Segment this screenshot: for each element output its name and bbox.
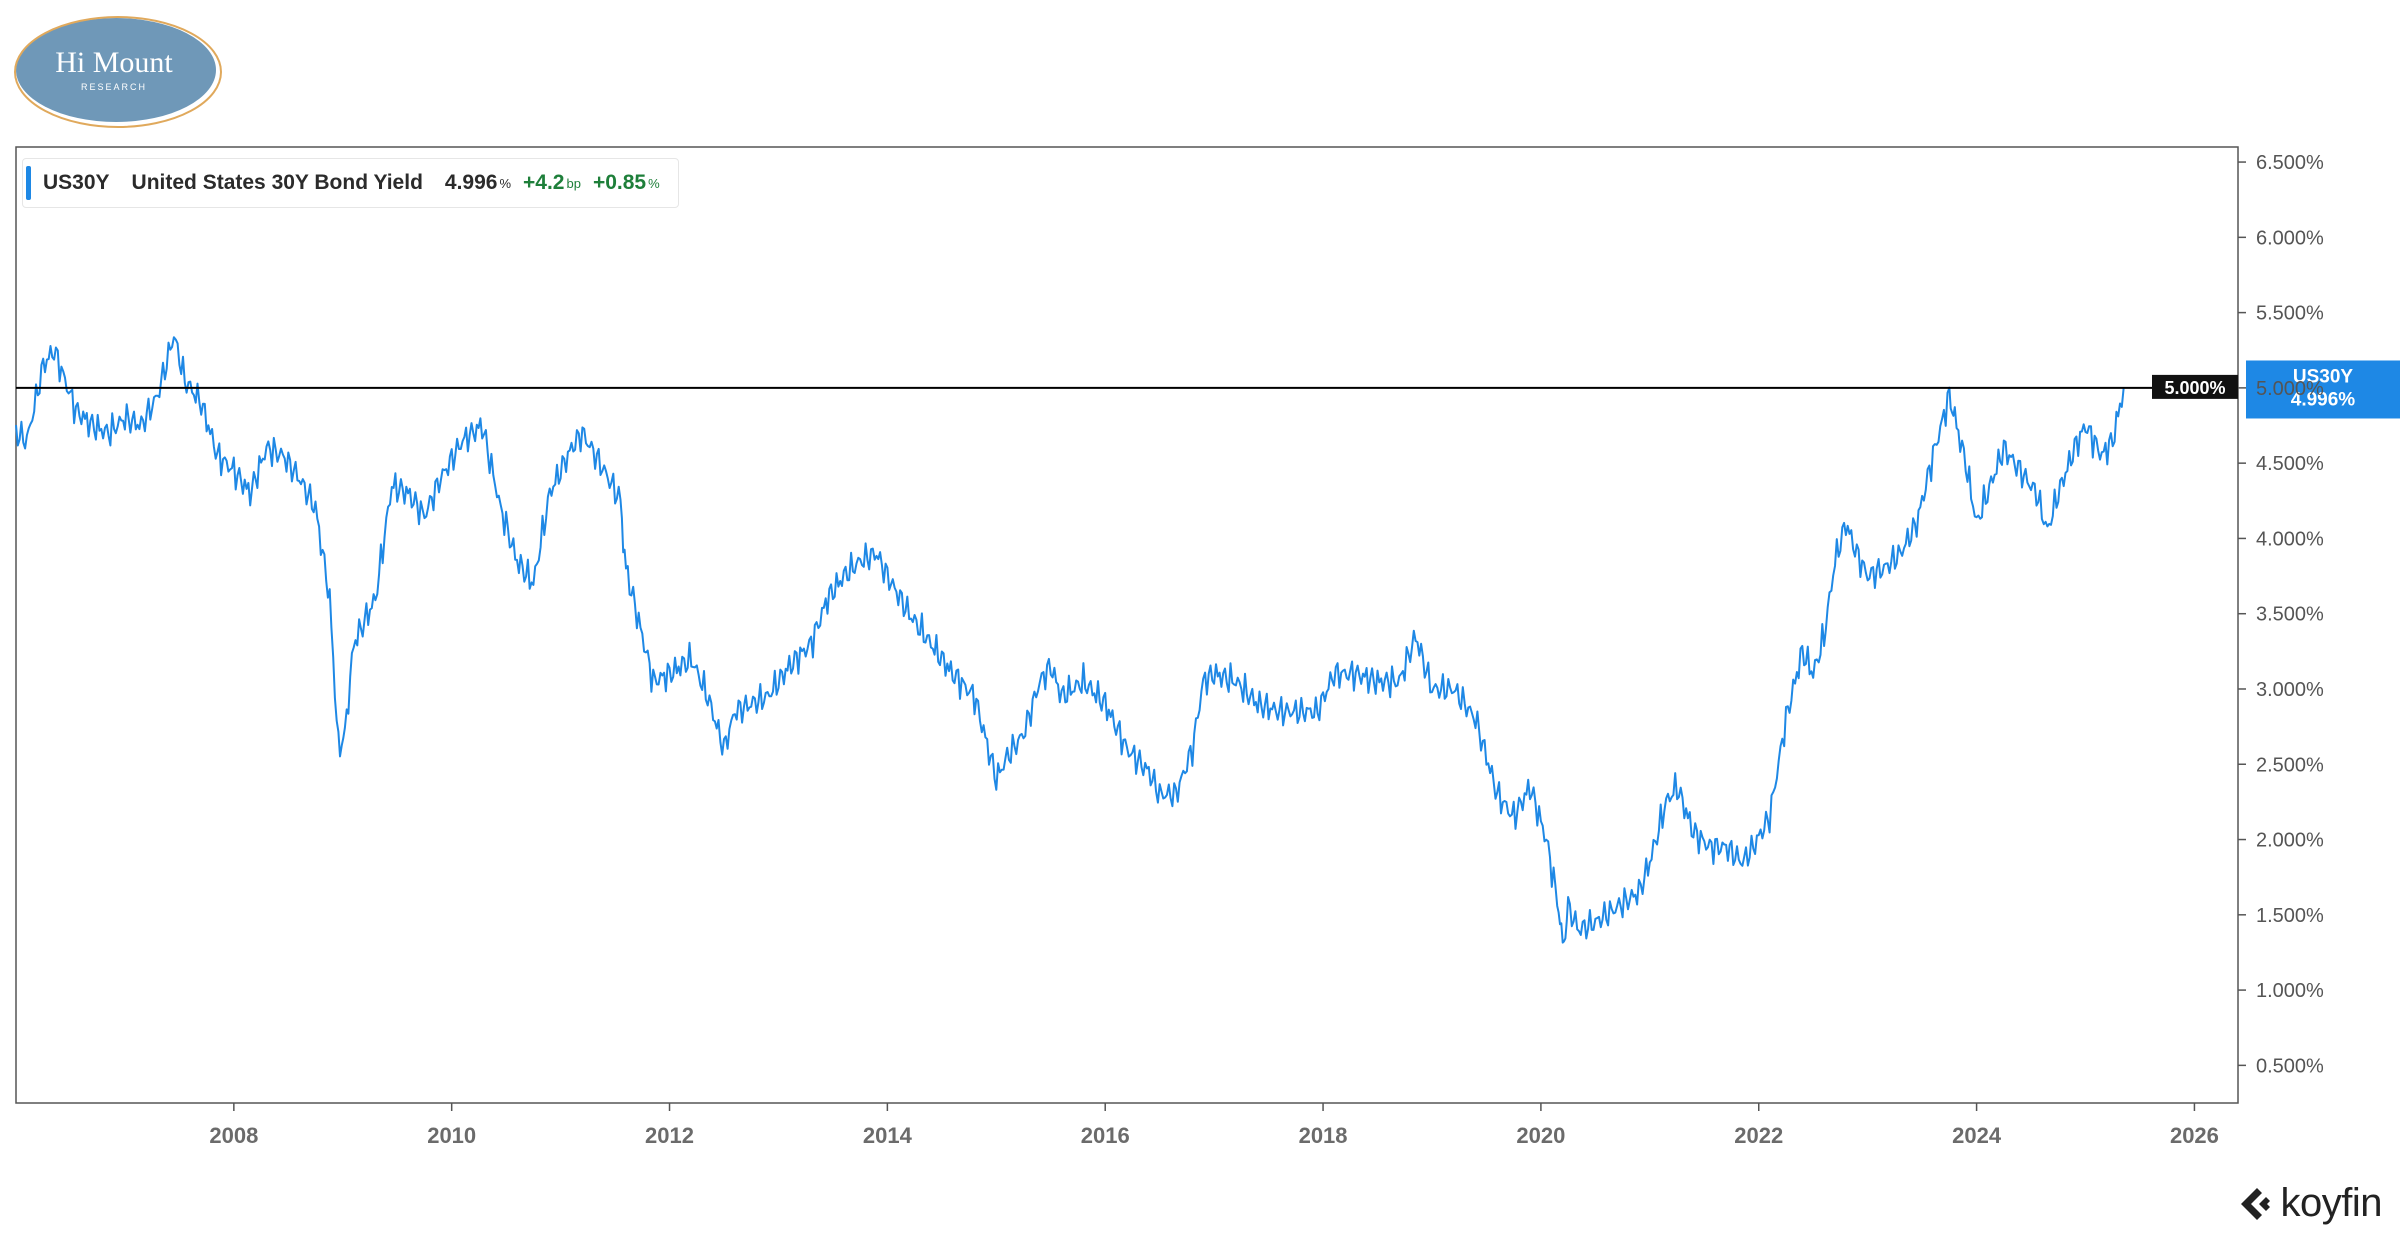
- legend-series-name: United States 30Y Bond Yield: [131, 171, 423, 194]
- series-line-us30y: [15, 336, 2125, 944]
- y-tick-label: 3.500%: [2256, 604, 2324, 626]
- koyfin-logo-icon: [2240, 1187, 2270, 1220]
- legend-accent-bar: [26, 166, 31, 200]
- y-tick-label: 5.500%: [2256, 303, 2324, 325]
- y-tick-label: 1.000%: [2256, 980, 2324, 1002]
- logo-line1: Hi Mount: [55, 46, 173, 79]
- last-value-tag-value: 4.996%: [2291, 389, 2356, 410]
- x-tick-label: 2010: [427, 1123, 476, 1148]
- y-tick-label: 2.000%: [2256, 830, 2324, 852]
- y-tick-label: 4.500%: [2256, 453, 2324, 475]
- logo-line2: RESEARCH: [81, 82, 147, 92]
- koyfin-brand: koyfin: [2235, 1181, 2383, 1226]
- y-tick-label: 4.000%: [2256, 528, 2324, 550]
- legend-change-pct-unit: %: [648, 175, 660, 191]
- y-tick-label: 5.000%: [2256, 378, 2324, 400]
- x-tick-label: 2008: [209, 1123, 258, 1148]
- y-tick-label: 0.500%: [2256, 1055, 2324, 1077]
- x-tick-label: 2012: [645, 1123, 694, 1148]
- y-tick-label: 6.500%: [2256, 152, 2324, 174]
- series-legend[interactable]: US30Y United States 30Y Bond Yield 4.996…: [22, 158, 679, 208]
- x-tick-label: 2024: [1952, 1123, 2002, 1148]
- legend-ticker: US30Y: [43, 171, 110, 194]
- y-tick-label: 2.500%: [2256, 754, 2324, 776]
- plot-frame: [15, 146, 2239, 1104]
- last-value-tag-ticker: US30Y: [2293, 366, 2354, 387]
- legend-change-bp-unit: bp: [566, 175, 581, 191]
- koyfin-wordmark: koyfin: [2280, 1181, 2383, 1225]
- reference-line-label: 5.000%: [2164, 378, 2225, 398]
- x-tick-label: 2022: [1734, 1123, 1783, 1148]
- hi-mount-research-logo: Hi Mount RESEARCH: [14, 16, 222, 128]
- reference-line-tag: [2152, 374, 2238, 399]
- y-tick-label: 3.000%: [2256, 679, 2324, 701]
- x-tick-label: 2026: [2170, 1123, 2219, 1148]
- x-tick-label: 2020: [1516, 1123, 1565, 1148]
- x-tick-label: 2014: [863, 1123, 913, 1148]
- y-tick-label: 6.000%: [2256, 227, 2324, 249]
- x-tick-label: 2016: [1081, 1123, 1130, 1148]
- y-tick-label: 1.500%: [2256, 905, 2324, 927]
- last-value-tag: [2246, 360, 2400, 419]
- legend-value: 4.996: [444, 171, 498, 194]
- legend-change-bp: +4.2: [523, 171, 565, 194]
- legend-value-unit: %: [499, 175, 512, 191]
- legend-change-pct: +0.85: [592, 171, 647, 194]
- x-tick-label: 2018: [1299, 1123, 1348, 1148]
